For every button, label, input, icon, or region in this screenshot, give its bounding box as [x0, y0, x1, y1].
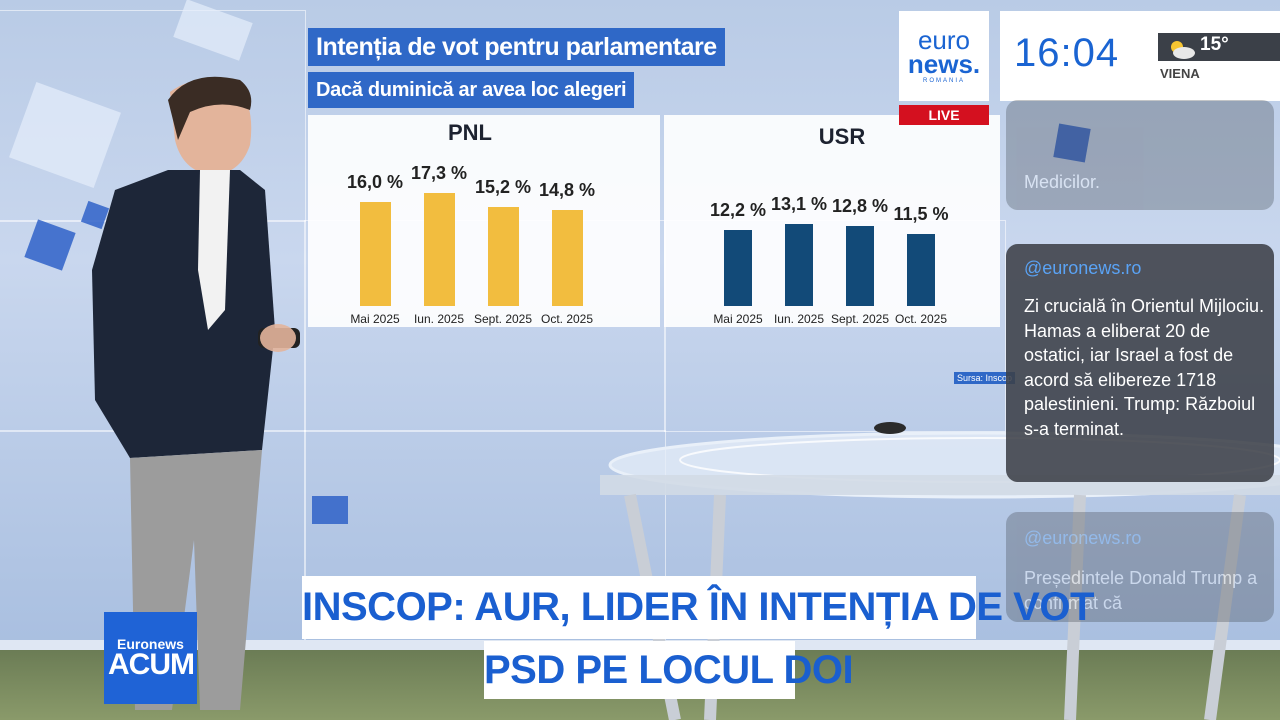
chart-subtitle: Dacă duminică ar avea loc alegeri	[308, 72, 635, 108]
feed-post-text-next: Președintele Donald Trump a confirmat că	[1024, 568, 1258, 613]
chart-source: Sursa: Inscop	[954, 372, 1016, 384]
feed-post-text: Zi crucială în Orientul Mijlociu. Hamas …	[1024, 296, 1265, 439]
chart-data-label: 14,8 %	[538, 179, 596, 200]
logo-text-euro: euro	[917, 25, 971, 55]
decor-cube	[312, 496, 348, 524]
chart-category-label: Oct. 2025	[540, 312, 594, 326]
chart-category-label: Oct. 2025	[894, 312, 948, 326]
chart-panel-usr	[664, 115, 1000, 327]
chart-data-label: 12,8 %	[831, 195, 889, 216]
headline-line-2-box: PSD PE LOCUL DOI	[484, 641, 854, 699]
program-badge-top: Euronews	[117, 636, 184, 652]
chart-category-label: Mai 2025	[350, 312, 400, 326]
feed-card-previous: Medicilor.	[1006, 100, 1274, 210]
feed-handle-next: @euronews.ro	[1024, 528, 1142, 548]
chart-data-label: 13,1 %	[770, 193, 828, 214]
chart-bar	[551, 209, 583, 306]
chart-bar	[907, 234, 935, 306]
live-badge: LIVE	[899, 105, 989, 125]
chart-bar	[487, 207, 519, 306]
chart-category-label: Sept. 2025	[830, 312, 890, 326]
chart-bar	[423, 193, 455, 306]
partly-cloudy-icon	[1171, 41, 1195, 59]
chart-data-label: 15,2 %	[474, 177, 532, 197]
program-badge-bottom: ACUM	[108, 648, 195, 681]
chart-data-label: 17,3 %	[410, 163, 468, 184]
clock-time: 16:04	[1014, 31, 1120, 75]
feed-previous-text: Medicilor.	[1024, 172, 1101, 192]
chart-bar	[785, 223, 813, 306]
chart-series-title-usr: USR	[818, 124, 866, 149]
chart-category-label: Sept. 2025	[473, 312, 533, 326]
feed-card-current: @euronews.ro Zi crucială în Orientul Mij…	[1006, 244, 1274, 482]
feed-card-next: @euronews.ro Președintele Donald Trump a…	[1006, 512, 1274, 622]
chart-bar	[359, 201, 391, 306]
weather-temperature: 15°	[1200, 34, 1229, 55]
chart-series-title-pnl: PNL	[448, 120, 492, 145]
chart-data-label: 11,5 %	[893, 204, 949, 225]
weather-city: VIENA	[1160, 66, 1200, 81]
clock-weather-box: 16:04 15° VIENA	[1000, 11, 1280, 101]
euronews-logo: euro news. ROMANIA	[899, 11, 989, 101]
chart-data-label: 12,2 %	[709, 199, 767, 220]
chart-title: Intenția de vot pentru parlamentare	[308, 28, 725, 66]
feed-handle: @euronews.ro	[1024, 258, 1142, 278]
headline-line-1-box: INSCOP: AUR, LIDER ÎN INTENȚIA DE VOT	[302, 576, 1094, 639]
chart-bar	[846, 225, 874, 306]
chart-bar	[724, 229, 752, 306]
headline-line-2: PSD PE LOCUL DOI	[484, 648, 854, 692]
chart-category-label: Iun. 2025	[413, 312, 465, 326]
program-badge: Euronews ACUM	[104, 612, 197, 704]
chart-category-label: Iun. 2025	[773, 312, 825, 326]
logo-text-news: news.	[907, 49, 981, 79]
headline-line-1: INSCOP: AUR, LIDER ÎN INTENȚIA DE VOT	[302, 585, 1094, 629]
logo-region: ROMANIA	[922, 78, 965, 84]
chart-category-label: Mai 2025	[713, 312, 763, 326]
chart-data-label: 16,0 %	[346, 171, 404, 192]
